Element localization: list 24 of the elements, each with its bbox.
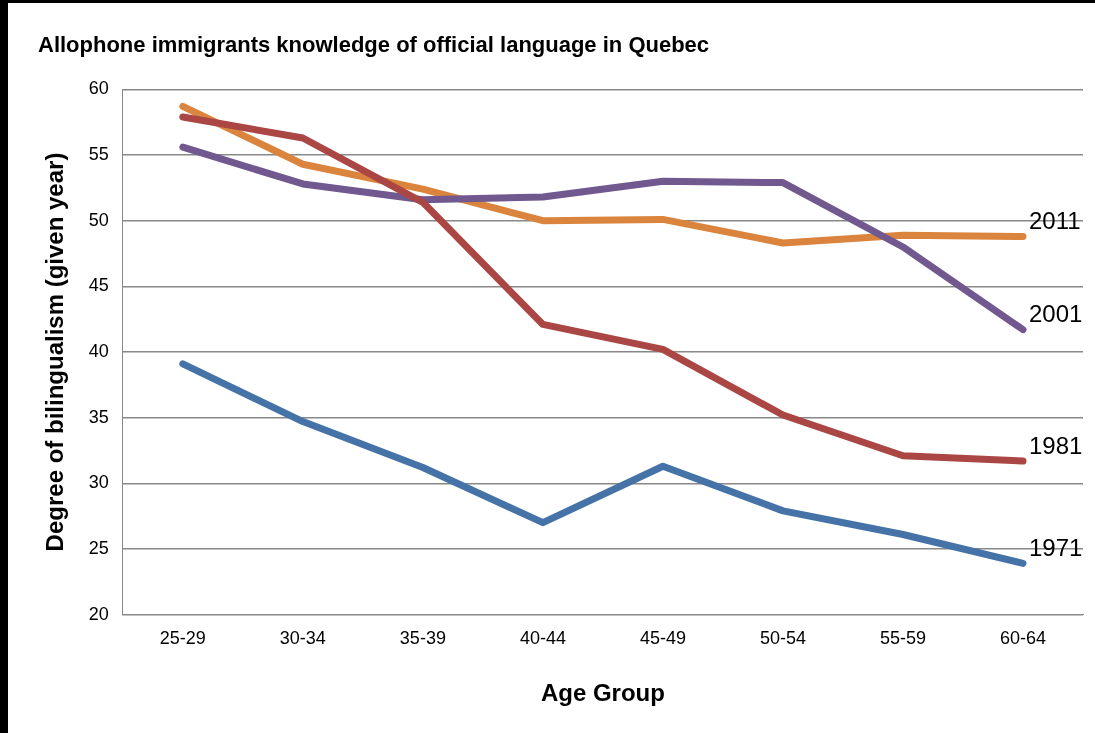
y-tick-label: 55	[88, 144, 109, 165]
y-axis-title: Degree of bilingualism (given year)	[41, 152, 69, 552]
x-tick-label: 40-44	[519, 628, 566, 649]
x-tick-label: 30-34	[279, 628, 326, 649]
x-axis-title: Age Group	[540, 679, 665, 707]
y-tick-label: 40	[88, 340, 109, 361]
series-label: 1971	[1028, 534, 1083, 562]
series-label: 1981	[1028, 431, 1083, 459]
y-tick-label: 20	[88, 603, 109, 624]
series-label: 2011	[1028, 207, 1081, 235]
x-tick-label: 50-54	[759, 628, 806, 649]
x-tick-label: 55-59	[879, 628, 926, 649]
y-tick-label: 45	[88, 275, 109, 296]
chart-title: Allophone immigrants knowledge of official language in Quebec	[38, 32, 710, 58]
y-tick-label: 30	[88, 472, 109, 493]
y-tick-label: 25	[88, 537, 109, 558]
y-tick-label: 60	[88, 78, 109, 99]
x-tick-label: 45-49	[639, 628, 686, 649]
x-tick-label: 25-29	[159, 628, 206, 649]
x-tick-label: 60-64	[999, 628, 1047, 649]
x-tick-label: 35-39	[399, 628, 446, 649]
y-tick-label: 50	[88, 209, 109, 230]
y-tick-label: 35	[88, 406, 109, 427]
series-label: 2001	[1028, 300, 1083, 328]
